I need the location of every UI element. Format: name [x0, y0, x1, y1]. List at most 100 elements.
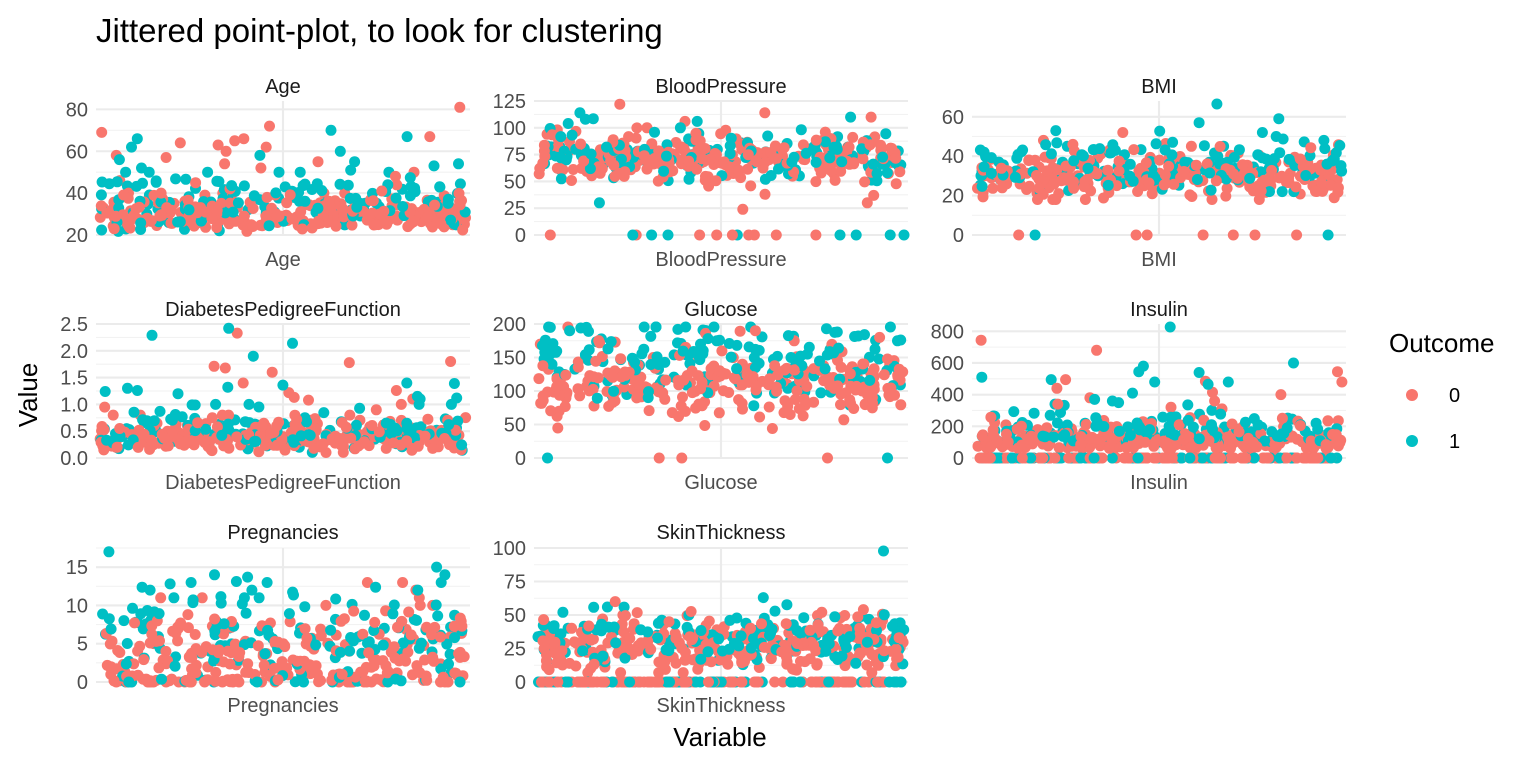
data-point-outcome-0	[995, 162, 1007, 174]
data-point-outcome-1	[745, 642, 757, 654]
data-point-outcome-0	[985, 411, 997, 423]
data-point-outcome-1	[562, 118, 574, 129]
data-point-outcome-1	[1328, 153, 1340, 165]
data-point-outcome-0	[872, 676, 884, 688]
data-point-outcome-1	[808, 143, 820, 155]
data-point-outcome-0	[861, 197, 873, 209]
data-point-outcome-0	[1013, 229, 1025, 241]
data-point-outcome-1	[587, 113, 599, 125]
data-point-outcome-0	[1041, 422, 1053, 434]
data-point-outcome-1	[428, 160, 440, 172]
data-point-outcome-0	[1209, 452, 1221, 464]
data-point-outcome-1	[454, 676, 466, 688]
data-point-outcome-1	[717, 645, 728, 657]
data-point-outcome-0	[1266, 165, 1278, 176]
data-point-outcome-1	[601, 141, 612, 153]
data-point-outcome-0	[653, 667, 665, 679]
data-point-outcome-0	[749, 325, 761, 337]
data-point-outcome-1	[810, 156, 822, 168]
data-point-outcome-0	[868, 189, 880, 201]
data-point-outcome-0	[810, 645, 822, 657]
data-point-outcome-1	[608, 621, 620, 633]
data-point-outcome-0	[872, 659, 884, 671]
data-point-outcome-0	[875, 139, 887, 151]
data-point-outcome-0	[1225, 452, 1237, 464]
data-point-outcome-0	[264, 120, 275, 132]
data-point-outcome-1	[131, 385, 143, 396]
data-point-outcome-0	[772, 369, 784, 381]
data-point-outcome-0	[797, 139, 809, 151]
data-point-outcome-0	[801, 380, 813, 392]
data-point-outcome-0	[143, 676, 155, 688]
data-point-outcome-0	[390, 170, 401, 182]
data-point-outcome-0	[1165, 401, 1177, 413]
data-point-outcome-1	[819, 136, 831, 148]
data-point-outcome-0	[231, 327, 243, 339]
data-point-outcome-0	[542, 676, 554, 688]
data-point-outcome-1	[795, 628, 807, 639]
data-point-outcome-0	[572, 383, 584, 395]
data-point-outcome-1	[564, 325, 576, 337]
data-point-outcome-0	[699, 174, 711, 186]
data-point-outcome-1	[401, 377, 413, 389]
data-point-outcome-0	[320, 599, 332, 611]
data-point-outcome-0	[1294, 420, 1306, 432]
data-point-outcome-0	[96, 421, 108, 432]
x-axis-title: Variable	[673, 722, 766, 752]
data-point-outcome-1	[297, 180, 309, 192]
data-point-outcome-1	[664, 676, 675, 688]
data-point-outcome-1	[351, 201, 363, 213]
y-tick-label: 60	[66, 141, 88, 163]
data-point-outcome-0	[1210, 175, 1222, 187]
data-point-outcome-1	[695, 653, 707, 665]
data-point-outcome-0	[114, 647, 126, 658]
data-point-outcome-1	[1164, 321, 1176, 333]
data-point-outcome-1	[674, 122, 686, 134]
data-point-outcome-0	[736, 657, 748, 669]
data-point-outcome-1	[1325, 452, 1337, 464]
data-point-outcome-0	[810, 176, 822, 188]
data-point-outcome-0	[895, 399, 907, 411]
data-point-outcome-1	[227, 206, 239, 218]
data-point-outcome-0	[253, 446, 265, 458]
data-point-outcome-0	[1091, 344, 1103, 356]
data-point-outcome-1	[442, 197, 454, 209]
data-point-outcome-0	[593, 335, 605, 347]
data-point-outcome-0	[679, 646, 691, 658]
data-point-outcome-0	[770, 229, 782, 241]
data-point-outcome-0	[677, 391, 688, 403]
facet-skinthickness: 0 25 50 75 100 SkinThickness SkinThickness	[493, 522, 910, 717]
data-point-outcome-0	[703, 615, 715, 627]
y-tick-label: 10	[66, 595, 88, 617]
data-point-outcome-1	[441, 638, 453, 650]
data-point-outcome-0	[138, 428, 150, 440]
data-point-outcome-1	[976, 371, 988, 383]
data-point-outcome-1	[618, 601, 630, 613]
data-point-outcome-0	[1275, 389, 1287, 401]
data-point-outcome-1	[702, 333, 714, 345]
data-point-outcome-0	[533, 373, 545, 385]
data-point-outcome-1	[820, 645, 832, 657]
data-point-outcome-1	[448, 378, 460, 389]
facet-diabetespedigreefunction: 0.0 0.5 1.0 1.5 2.0 2.5 DiabetesPedigreeFuncti…	[60, 299, 472, 494]
data-point-outcome-1	[548, 620, 560, 632]
data-point-outcome-0	[1130, 229, 1142, 241]
data-point-outcome-0	[882, 353, 893, 365]
data-point-outcome-1	[1304, 150, 1316, 162]
data-point-outcome-0	[766, 423, 778, 434]
data-point-outcome-1	[97, 608, 109, 620]
data-point-outcome-1	[118, 615, 130, 627]
data-point-outcome-1	[95, 189, 107, 201]
data-point-outcome-1	[186, 399, 198, 411]
data-point-outcome-1	[801, 348, 813, 360]
data-point-outcome-1	[1252, 149, 1264, 161]
data-point-outcome-1	[350, 419, 362, 431]
data-point-outcome-0	[1060, 374, 1072, 386]
data-point-outcome-1	[724, 148, 736, 160]
data-point-outcome-0	[780, 618, 792, 630]
y-tick-label: 0	[953, 448, 964, 470]
data-point-outcome-0	[864, 139, 876, 151]
data-point-outcome-1	[1011, 152, 1023, 164]
data-point-outcome-0	[1227, 229, 1239, 241]
